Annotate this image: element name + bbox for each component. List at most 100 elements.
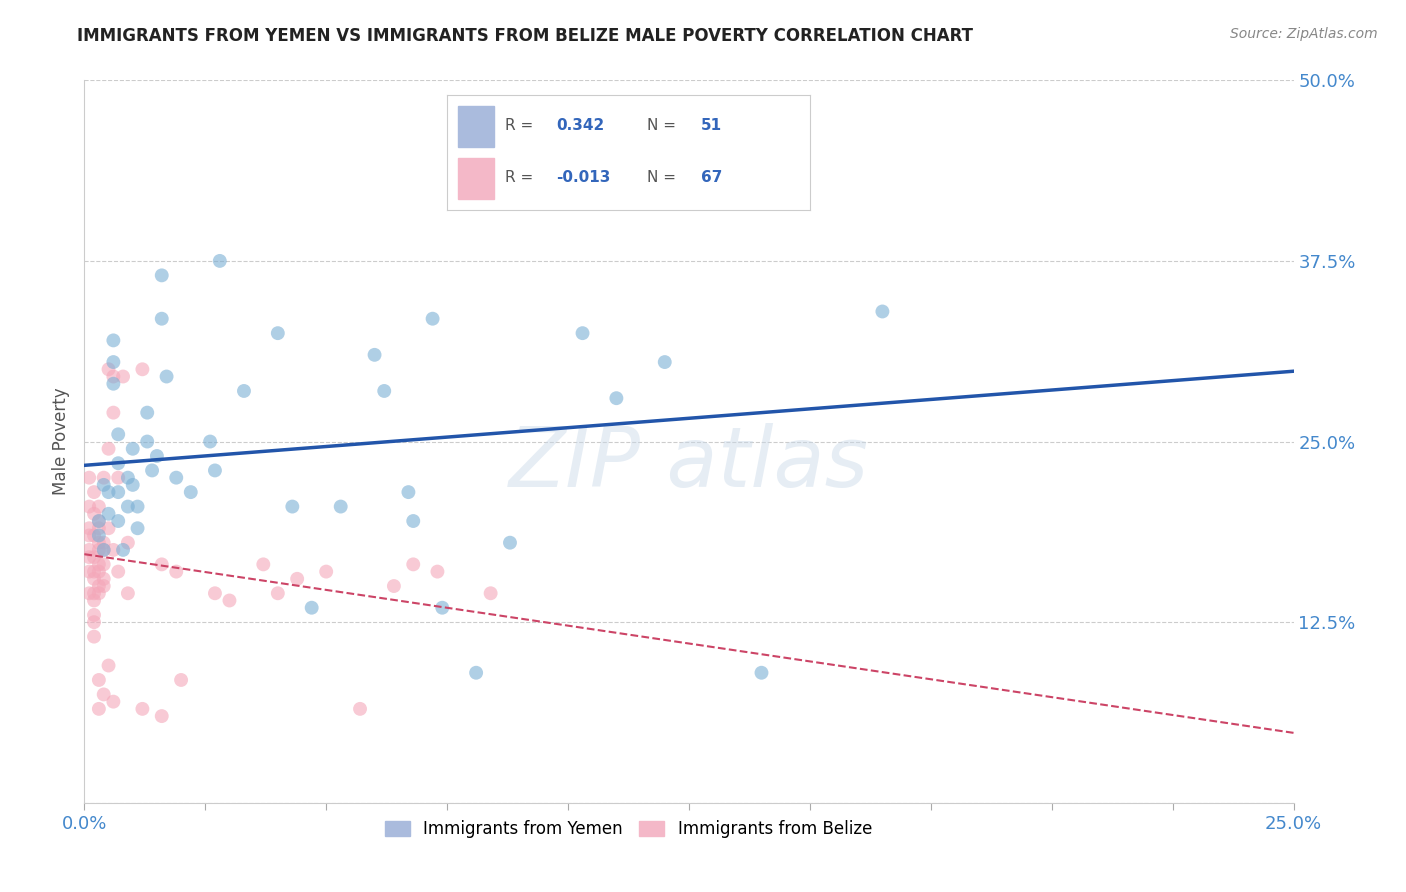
Point [77, 542, 100, 557]
Point [93, 579, 115, 593]
Point [204, 463, 226, 477]
Legend: Immigrants from Yemen, Immigrants from Belize: Immigrants from Yemen, Immigrants from B… [378, 814, 879, 845]
Point [117, 586, 139, 600]
Point [107, 456, 129, 470]
Point [204, 586, 226, 600]
Text: ZIP atlas: ZIP atlas [509, 423, 869, 504]
Point [150, 311, 173, 326]
Point [165, 470, 187, 484]
Point [121, 478, 143, 492]
Y-axis label: Male Poverty: Male Poverty [52, 388, 70, 495]
Point [97, 362, 120, 376]
Point [131, 362, 153, 376]
Point [373, 384, 395, 398]
Point [97, 658, 120, 673]
Point [87, 542, 110, 557]
Point [83, 550, 105, 565]
Point [77, 500, 100, 514]
Point [83, 615, 105, 630]
Point [83, 565, 105, 579]
Point [103, 406, 125, 420]
Point [77, 521, 100, 535]
Point [112, 369, 135, 384]
Point [97, 485, 120, 500]
Point [198, 434, 221, 449]
Point [77, 528, 100, 542]
Point [267, 586, 290, 600]
Point [83, 507, 105, 521]
Point [402, 514, 425, 528]
Point [789, 182, 811, 196]
Point [93, 542, 115, 557]
Point [285, 572, 308, 586]
Point [117, 500, 139, 514]
Point [103, 376, 125, 391]
Point [349, 702, 371, 716]
Point [83, 586, 105, 600]
Point [87, 565, 110, 579]
Point [103, 542, 125, 557]
Point [382, 579, 405, 593]
Text: IMMIGRANTS FROM YEMEN VS IMMIGRANTS FROM BELIZE MALE POVERTY CORRELATION CHART: IMMIGRANTS FROM YEMEN VS IMMIGRANTS FROM… [77, 27, 973, 45]
Point [571, 326, 593, 340]
Point [281, 500, 304, 514]
Point [83, 630, 105, 644]
Point [155, 369, 177, 384]
Point [107, 485, 129, 500]
Point [93, 535, 115, 549]
Point [751, 665, 773, 680]
Point [103, 369, 125, 384]
Point [83, 607, 105, 622]
Point [422, 311, 444, 326]
Point [83, 528, 105, 542]
Point [180, 485, 202, 500]
Point [97, 521, 120, 535]
Point [150, 709, 173, 723]
Point [363, 348, 385, 362]
Point [396, 485, 419, 500]
Point [83, 572, 105, 586]
Point [136, 434, 159, 449]
Point [93, 542, 115, 557]
Point [499, 535, 522, 549]
Point [131, 702, 153, 716]
Point [87, 558, 110, 572]
Point [107, 565, 129, 579]
Point [150, 558, 173, 572]
Point [141, 463, 163, 477]
Point [301, 600, 323, 615]
Point [150, 268, 173, 283]
Point [479, 586, 502, 600]
Point [127, 500, 149, 514]
Point [87, 673, 110, 687]
Point [136, 406, 159, 420]
Text: Source: ZipAtlas.com: Source: ZipAtlas.com [1230, 27, 1378, 41]
Point [93, 558, 115, 572]
Point [654, 355, 676, 369]
Point [87, 514, 110, 528]
Point [329, 500, 352, 514]
Point [77, 586, 100, 600]
Point [93, 470, 115, 484]
Point [77, 550, 100, 565]
Point [87, 514, 110, 528]
Point [127, 521, 149, 535]
Point [432, 600, 454, 615]
Point [87, 528, 110, 542]
Point [107, 470, 129, 484]
Point [83, 485, 105, 500]
Point [402, 558, 425, 572]
Point [103, 695, 125, 709]
Point [87, 702, 110, 716]
Point [107, 427, 129, 442]
Point [87, 521, 110, 535]
Point [87, 579, 110, 593]
Point [170, 673, 193, 687]
Point [93, 687, 115, 701]
Point [267, 326, 290, 340]
Point [426, 565, 449, 579]
Point [93, 478, 115, 492]
Point [97, 507, 120, 521]
Point [233, 384, 256, 398]
Point [112, 542, 135, 557]
